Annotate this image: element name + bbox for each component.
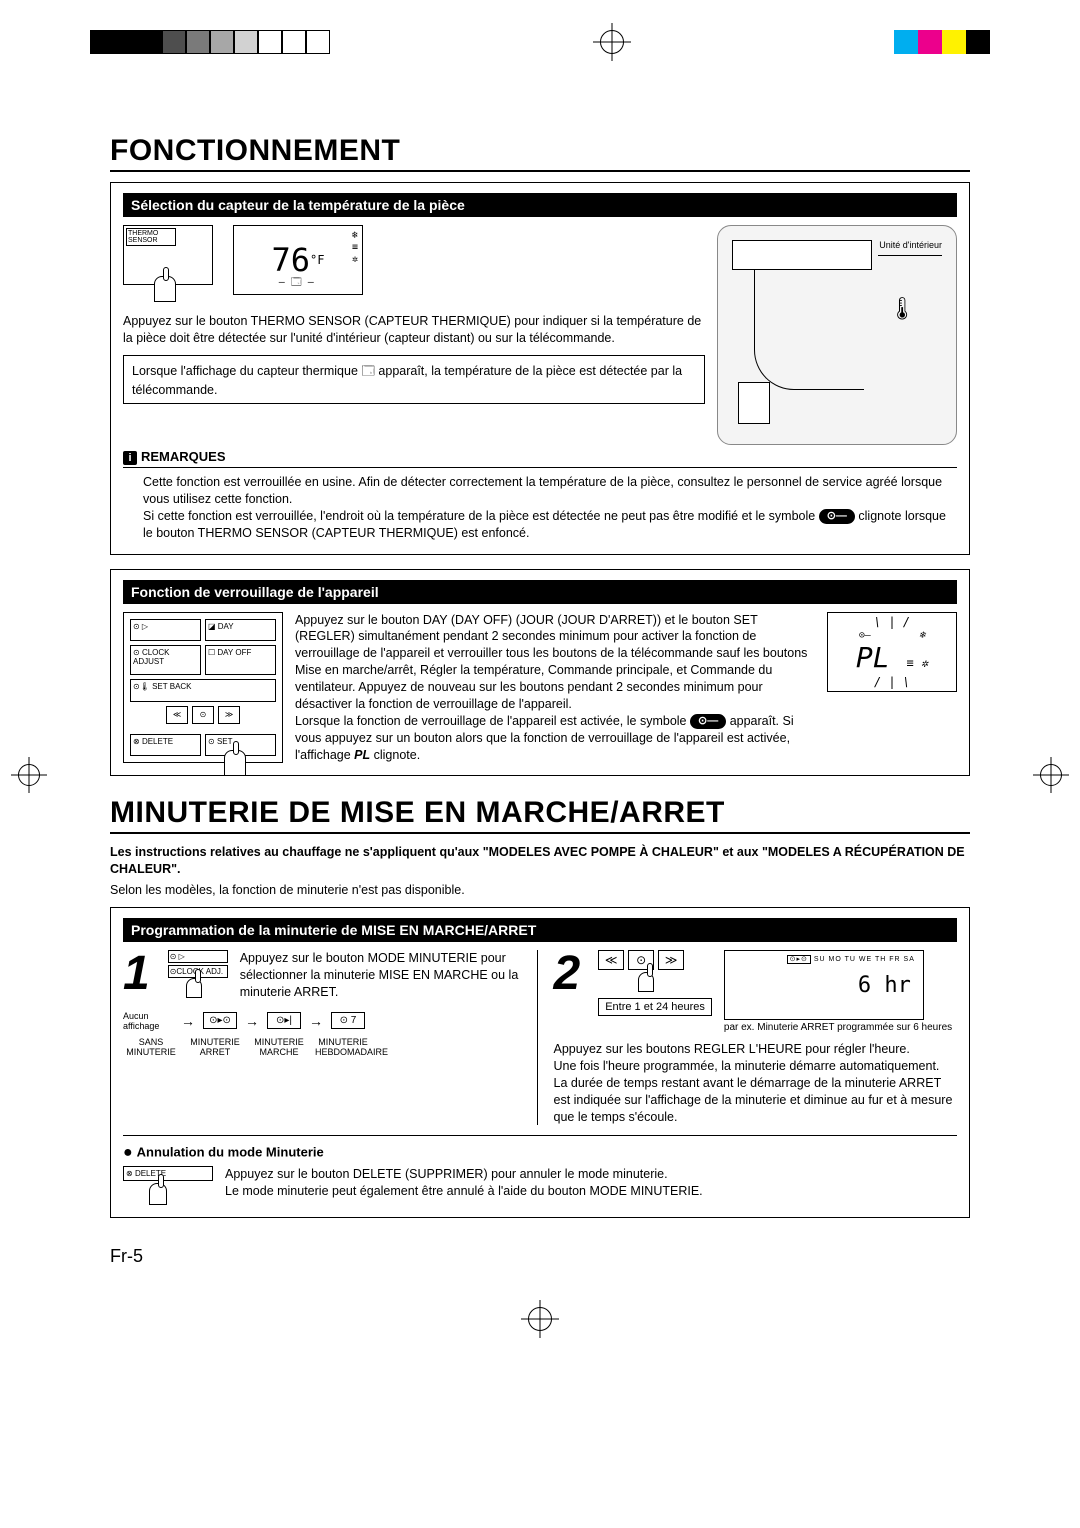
indoor-unit-label: Unité d'intérieur: [879, 240, 942, 250]
remarques-p2: Si cette fonction est verrouillée, l'end…: [123, 508, 957, 542]
flash-lines-top-icon: \ | /: [874, 615, 910, 629]
hand-press-icon: [186, 978, 202, 998]
print-registration-bar: [0, 0, 1080, 54]
lcd-mode-icons: ❄≡✲: [352, 230, 358, 266]
timer-display: ⊙▸⊙ SU MO TU WE TH FR SA 6 hr: [724, 950, 924, 1020]
timer-intro-bold: Les instructions relatives au chauffage …: [110, 844, 970, 878]
info-icon: i: [123, 451, 137, 465]
hand-press-icon: [224, 750, 246, 776]
page-number: Fr-5: [110, 1246, 970, 1267]
timer-mode-flow: Aucun affichage → ⊙▸⊙ → ⊙▸| → ⊙ 7 SANS M…: [123, 1011, 527, 1057]
step1-text: Appuyez sur le bouton MODE MINUTERIE pou…: [240, 950, 527, 1001]
section2-header: Fonction de verrouillage de l'appareil: [123, 580, 957, 604]
time-right-icon: ≫: [658, 950, 684, 970]
step1-number: 1: [123, 950, 150, 1001]
remote-clock-icon: ⊙ ▷: [130, 619, 201, 641]
step-1: 1 ⊙ ▷ ⊙CLOCK ADJ. Appuyez sur le bouton …: [123, 950, 538, 1125]
remarques-heading: iREMARQUES: [123, 449, 957, 468]
step2-number: 2: [554, 950, 581, 998]
hand-press-icon: [638, 972, 654, 992]
lcd-temp-unit: °F: [310, 253, 324, 267]
flow-box-weekly: ⊙ 7: [331, 1012, 365, 1029]
flow-box-off: ⊙▸⊙: [203, 1012, 237, 1029]
cancel-p2: Le mode minuterie peut également être an…: [225, 1183, 957, 1200]
remote-day-label: ◪ DAY: [205, 619, 276, 641]
hand-press-icon: [154, 276, 176, 302]
thermo-sensor-button-diagram: THERMO SENSOR: [123, 225, 213, 285]
sect1-note-box: Lorsque l'affichage du capteur thermique…: [123, 355, 705, 404]
step2-p3: La durée de temps restant avant le démar…: [554, 1075, 958, 1126]
days-row: ⊙▸⊙ SU MO TU WE TH FR SA: [787, 955, 915, 963]
sect2-para-a: Appuyez sur le bouton DAY (DAY OFF) (JOU…: [295, 612, 815, 713]
remote-panel-diagram: ⊙ ▷ ◪ DAY ⊙ CLOCK ADJUST ☐ DAY OFF ⊙🌡 SE…: [123, 612, 283, 764]
delete-button-diagram: ⊗ DELETE: [123, 1166, 213, 1205]
section1-header: Sélection du capteur de la température d…: [123, 193, 957, 217]
remote-nav-arrows: ≪⊙≫: [130, 706, 276, 730]
lcd-temperature-display: 76°F ❄≡✲ – 🗔 –: [233, 225, 363, 295]
step1-remote-mini: ⊙ ▷ ⊙CLOCK ADJ.: [168, 950, 228, 1001]
lock-symbol-pill: ⊙—: [690, 714, 726, 729]
color-registration-squares: [894, 30, 990, 54]
cancel-section: ●Annulation du mode Minuterie ⊗ DELETE A…: [123, 1135, 957, 1205]
lcd-temp-value: 76: [272, 241, 311, 279]
cancel-heading: ●Annulation du mode Minuterie: [123, 1144, 957, 1162]
section-timer-programming: Programmation de la minuterie de MISE EN…: [110, 907, 970, 1218]
remote-delete: ⊗ DELETE: [130, 734, 201, 756]
bottom-registration: [0, 1307, 1080, 1364]
step2-p1: Appuyez sur les boutons REGLER L'HEURE p…: [554, 1041, 958, 1058]
mono-registration-squares: [90, 30, 330, 54]
section-lock-function: Fonction de verrouillage de l'appareil ⊙…: [110, 569, 970, 777]
indoor-unit-icon: [732, 240, 872, 270]
remote-clock-adjust: ⊙ CLOCK ADJUST: [130, 645, 201, 675]
crosshair-icon: [528, 1307, 552, 1331]
section-temperature-sensor: Sélection du capteur de la température d…: [110, 182, 970, 555]
wire-line: [754, 270, 864, 390]
flow-labels-row: SANS MINUTERIE MINUTERIE ARRET MINUTERIE…: [123, 1037, 527, 1057]
heading-fonctionnement: FONCTIONNEMENT: [110, 134, 970, 172]
hand-press-icon: [149, 1183, 167, 1205]
sect1-paragraph: Appuyez sur le bouton THERMO SENSOR (CAP…: [123, 313, 705, 347]
time-adjust-buttons: ≪ ⊙ ≫: [598, 950, 712, 970]
sect2-para-b: Lorsque la fonction de verrouillage de l…: [295, 713, 815, 764]
crosshair-icon: [600, 30, 624, 54]
step-2: 2 ≪ ⊙ ≫ Entre 1 et 24 heures: [550, 950, 958, 1125]
time-left-icon: ≪: [598, 950, 624, 970]
thermometer-icon: 🌡: [888, 296, 916, 322]
lcd-sensor-icon: – 🗔 –: [279, 275, 314, 292]
timer-value: 6 hr: [858, 973, 911, 998]
room-sensor-diagram: Unité d'intérieur 🌡: [717, 225, 957, 445]
heading-minuterie: MINUTERIE DE MISE EN MARCHE/ARRET: [110, 796, 970, 834]
section3-header: Programmation de la minuterie de MISE EN…: [123, 918, 957, 942]
step2-p2: Une fois l'heure programmée, la minuteri…: [554, 1058, 958, 1075]
remote-set-back: ⊙🌡 SET BACK: [130, 679, 276, 701]
page-content: FONCTIONNEMENT Sélection du capteur de l…: [0, 54, 1080, 1307]
cancel-p1: Appuyez sur le bouton DELETE (SUPPRIMER)…: [225, 1166, 957, 1183]
lock-symbol-pill: ⊙—: [819, 509, 855, 524]
remote-small-icon: [738, 382, 770, 424]
range-label: Entre 1 et 24 heures: [598, 998, 712, 1016]
flow-start-label: Aucun affichage: [123, 1011, 173, 1031]
flash-lines-bottom-icon: / | \: [874, 675, 910, 689]
thermo-sensor-label: THERMO SENSOR: [126, 228, 176, 246]
pl-lock-display: \ | / ⊙— ❄ PL ≡ ✲ / | \: [827, 612, 957, 692]
timer-intro2: Selon les modèles, la fonction de minute…: [110, 882, 970, 899]
timer-caption: par ex. Minuterie ARRET programmée sur 6…: [724, 1022, 952, 1033]
pl-text: PL: [856, 641, 890, 674]
flow-box-on: ⊙▸|: [267, 1012, 301, 1029]
remarques-p1: Cette fonction est verrouillée en usine.…: [123, 474, 957, 508]
remote-day-off: ☐ DAY OFF: [205, 645, 276, 675]
